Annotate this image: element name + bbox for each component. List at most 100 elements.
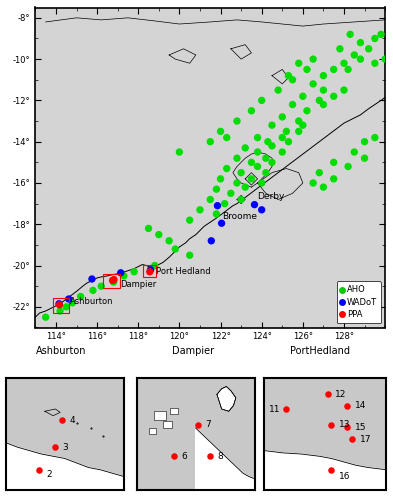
Bar bbox=[53, 298, 69, 313]
Point bbox=[351, 148, 357, 156]
Point bbox=[331, 175, 337, 183]
Point bbox=[279, 148, 285, 156]
Point bbox=[214, 202, 220, 209]
Point bbox=[224, 134, 230, 141]
Point bbox=[320, 183, 327, 191]
Text: Dampier: Dampier bbox=[120, 280, 156, 288]
Point bbox=[90, 286, 96, 294]
Point bbox=[316, 168, 322, 176]
Point bbox=[265, 138, 271, 145]
Point bbox=[195, 421, 201, 429]
Point bbox=[69, 298, 75, 306]
Point bbox=[329, 466, 335, 474]
Point bbox=[166, 237, 172, 245]
Text: Ashburton: Ashburton bbox=[70, 296, 114, 306]
Text: PortHedland: PortHedland bbox=[290, 346, 350, 356]
Point bbox=[341, 86, 347, 94]
Point bbox=[171, 452, 178, 460]
Point bbox=[347, 30, 353, 38]
Point bbox=[351, 51, 357, 59]
Point bbox=[222, 200, 228, 207]
Point bbox=[320, 86, 327, 94]
Point bbox=[234, 117, 240, 125]
Point bbox=[207, 196, 213, 203]
Point bbox=[296, 117, 302, 125]
Point bbox=[259, 96, 265, 104]
Point bbox=[285, 72, 292, 80]
Text: 8: 8 bbox=[217, 452, 223, 461]
Point bbox=[331, 158, 337, 166]
Point bbox=[345, 162, 351, 170]
Point bbox=[269, 158, 275, 166]
Point bbox=[341, 59, 347, 67]
Point bbox=[372, 134, 378, 141]
Point bbox=[344, 402, 351, 409]
Point bbox=[304, 106, 310, 114]
Point bbox=[372, 34, 378, 42]
Text: 2: 2 bbox=[46, 470, 51, 479]
Point bbox=[152, 262, 158, 270]
Point bbox=[109, 276, 116, 284]
Point bbox=[207, 452, 213, 460]
Point bbox=[325, 390, 331, 398]
Point bbox=[252, 200, 258, 208]
Point bbox=[310, 55, 316, 63]
Point bbox=[365, 45, 372, 53]
Point bbox=[263, 154, 269, 162]
Point bbox=[224, 164, 230, 172]
Point bbox=[275, 86, 281, 94]
Point bbox=[269, 142, 275, 150]
Point bbox=[234, 179, 240, 187]
Point bbox=[254, 162, 261, 170]
Polygon shape bbox=[6, 443, 124, 490]
Point bbox=[289, 76, 296, 84]
Point bbox=[337, 45, 343, 53]
Point bbox=[279, 113, 285, 121]
Point bbox=[77, 292, 84, 300]
Text: 11: 11 bbox=[269, 404, 281, 413]
Point bbox=[349, 436, 355, 444]
Text: Port Hedland: Port Hedland bbox=[156, 268, 211, 276]
Point bbox=[320, 100, 327, 108]
Point bbox=[197, 206, 203, 214]
Point bbox=[382, 55, 388, 63]
Point bbox=[331, 92, 337, 100]
Text: 16: 16 bbox=[339, 472, 350, 481]
Text: 15: 15 bbox=[354, 422, 366, 432]
Point bbox=[208, 237, 215, 245]
Point bbox=[329, 421, 335, 429]
Point bbox=[344, 423, 351, 431]
Text: 12: 12 bbox=[335, 390, 347, 399]
Point bbox=[296, 128, 302, 136]
Point bbox=[310, 80, 316, 88]
Point bbox=[217, 128, 224, 136]
Point bbox=[279, 134, 285, 141]
Point bbox=[316, 96, 322, 104]
Text: 6: 6 bbox=[182, 452, 187, 461]
Point bbox=[238, 196, 244, 203]
Point bbox=[228, 190, 234, 198]
Point bbox=[269, 121, 275, 129]
Polygon shape bbox=[163, 422, 172, 428]
Text: Dampier: Dampier bbox=[171, 346, 214, 356]
Point bbox=[89, 275, 95, 283]
Polygon shape bbox=[170, 408, 178, 414]
Point bbox=[121, 272, 127, 280]
Point bbox=[98, 282, 105, 290]
Point bbox=[248, 158, 255, 166]
Point bbox=[172, 245, 178, 253]
Point bbox=[248, 106, 255, 114]
Point bbox=[234, 154, 240, 162]
Polygon shape bbox=[149, 428, 156, 434]
Point bbox=[111, 276, 117, 283]
Point bbox=[283, 128, 290, 136]
Point bbox=[300, 121, 306, 129]
Point bbox=[57, 307, 63, 315]
Point bbox=[213, 210, 220, 218]
Text: 4: 4 bbox=[70, 416, 75, 425]
Point bbox=[207, 138, 213, 145]
Point bbox=[248, 175, 255, 183]
Point bbox=[56, 300, 62, 308]
Point bbox=[59, 416, 66, 424]
Text: Ashburton: Ashburton bbox=[36, 346, 86, 356]
